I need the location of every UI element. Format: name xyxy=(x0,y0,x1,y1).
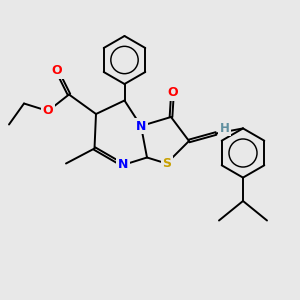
Text: S: S xyxy=(162,157,171,170)
Text: H: H xyxy=(220,122,229,135)
Text: N: N xyxy=(118,158,128,172)
Text: O: O xyxy=(43,104,53,118)
Text: O: O xyxy=(52,64,62,77)
Text: N: N xyxy=(136,119,146,133)
Text: O: O xyxy=(167,86,178,100)
